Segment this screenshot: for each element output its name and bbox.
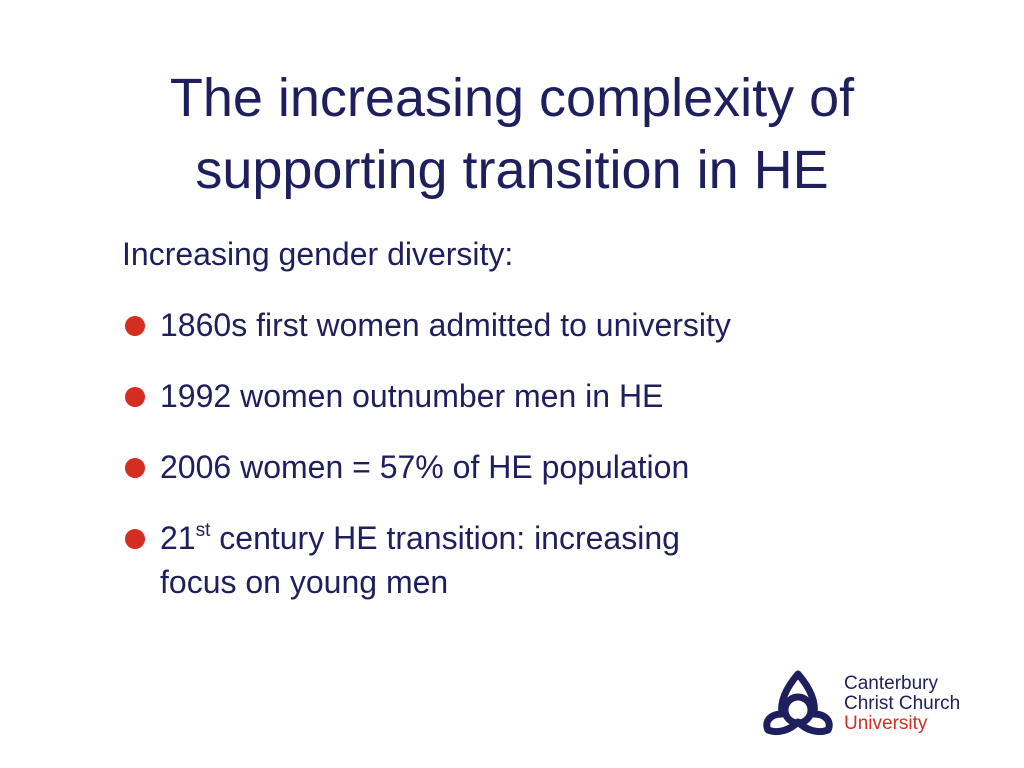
logo-line-2: Christ Church <box>844 693 961 714</box>
ordinal-suffix: st <box>195 520 211 541</box>
bullet-item: 21st century HE transition: increasing f… <box>122 516 922 604</box>
bullet-dot-icon <box>125 387 145 407</box>
bullet-dot-icon <box>125 458 145 478</box>
bullet-text: 1860s first women admitted to university <box>160 307 731 343</box>
bullet-item: 1860s first women admitted to university <box>122 303 922 347</box>
bullet-dot-icon <box>125 316 145 336</box>
slide-body: Increasing gender diversity: 1860s first… <box>122 232 922 631</box>
bullet-list: 1860s first women admitted to university… <box>122 303 922 604</box>
bullet-text: 2006 women = 57% of HE population <box>160 449 690 485</box>
trefoil-logo-icon <box>763 670 833 736</box>
bullet-dot-icon <box>125 529 145 549</box>
bullet-prefix: 21 <box>160 520 196 556</box>
bullet-text-continued: focus on young men <box>160 564 449 600</box>
bullet-text: 1992 women outnumber men in HE <box>160 378 664 414</box>
slide-title: The increasing complexity of supporting … <box>60 62 964 206</box>
intro-text: Increasing gender diversity: <box>122 236 514 272</box>
title-line-2: supporting transition in HE <box>195 140 829 200</box>
bullet-item: 1992 women outnumber men in HE <box>122 374 922 418</box>
title-line-1: The increasing complexity of <box>169 68 855 128</box>
logo-line-3: University <box>844 713 928 734</box>
logo-wordmark: Canterbury Christ Church University <box>844 674 960 734</box>
university-logo: Canterbury Christ Church University <box>760 668 1000 744</box>
bullet-text: century HE transition: increasing <box>210 520 680 556</box>
logo-line-1: Canterbury <box>844 673 938 694</box>
bullet-item: 2006 women = 57% of HE population <box>122 445 922 489</box>
